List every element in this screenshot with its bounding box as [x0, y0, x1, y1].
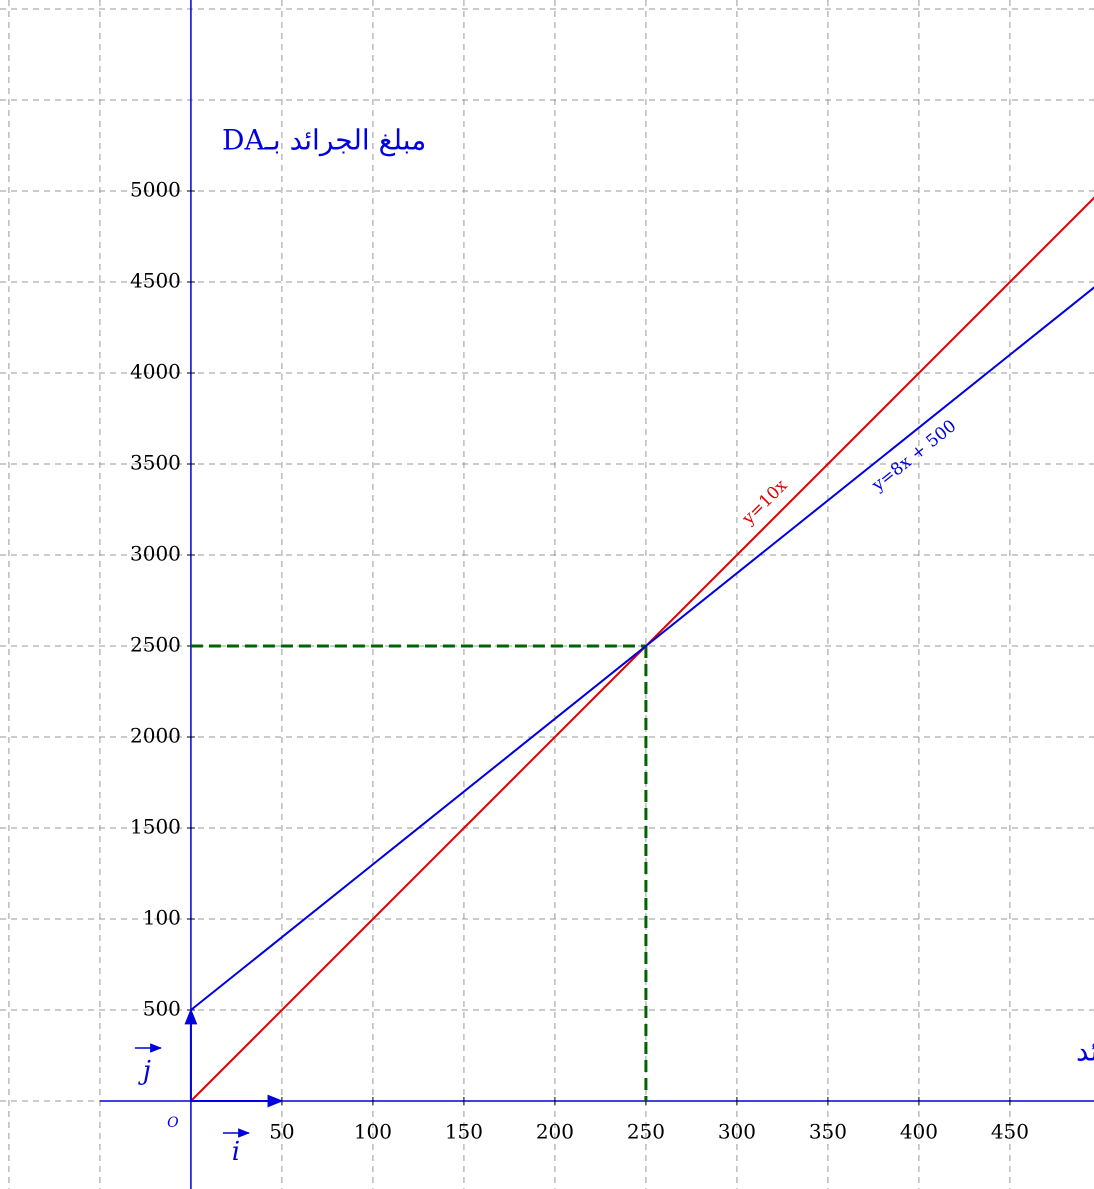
origin-label: O	[167, 1115, 179, 1131]
x-tick-label: 150	[445, 1120, 483, 1144]
x-tick-label: 100	[354, 1120, 392, 1144]
y-tick-label: 2000	[130, 724, 181, 748]
y-tick-label: 3000	[130, 542, 181, 566]
vector-j-label: j	[138, 1056, 151, 1086]
y-tick-label: 500	[143, 997, 181, 1021]
series-label: y=10x	[738, 475, 792, 529]
x-tick-label: 350	[809, 1120, 847, 1144]
x-tick-label: 300	[718, 1120, 756, 1144]
y-tick-label: 4000	[130, 360, 181, 384]
y-axis-label: مبلغ الجرائد بـDA	[222, 124, 426, 157]
y-tick-label: 4500	[130, 269, 181, 293]
x-tick-label: 400	[900, 1120, 938, 1144]
line	[190, 286, 1094, 1011]
y-tick-label: 5000	[130, 178, 181, 202]
x-tick-label: 250	[627, 1120, 665, 1144]
x-tick-label: 200	[536, 1120, 574, 1144]
series-label: y=8x + 500	[868, 416, 961, 496]
x-tick-label: 450	[991, 1120, 1029, 1144]
x-tick-label: 50	[269, 1120, 294, 1144]
y-tick-label: 1500	[130, 815, 181, 839]
y-tick-label: 2500	[130, 633, 181, 657]
x-axis-label: عدد الجرائد	[1076, 1035, 1094, 1068]
vector-i-label: i	[232, 1137, 240, 1167]
y-tick-label: 3500	[130, 451, 181, 475]
y-tick-label: 100	[143, 906, 181, 930]
